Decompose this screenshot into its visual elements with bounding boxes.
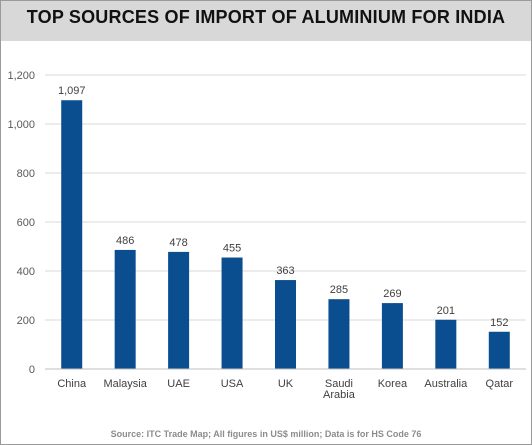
category-label: USA xyxy=(221,378,244,390)
data-label: 478 xyxy=(169,237,187,249)
bar xyxy=(168,251,190,369)
category-label: China xyxy=(57,378,87,390)
y-tick-label: 1,200 xyxy=(7,70,35,82)
bar xyxy=(275,280,296,369)
data-label: 455 xyxy=(223,243,241,255)
category-label: Australia xyxy=(424,378,468,390)
y-tick-label: 600 xyxy=(17,217,35,229)
category-label: UAE xyxy=(167,378,190,390)
y-tick-label: 0 xyxy=(29,364,35,376)
data-label: 269 xyxy=(383,288,401,300)
y-tick-label: 200 xyxy=(17,315,35,327)
bar xyxy=(61,100,83,370)
category-label: Malaysia xyxy=(103,378,147,390)
bar xyxy=(488,331,510,369)
category-labels: China Malaysia UAE USA UK Saudi Arabia Korea Aus… xyxy=(57,378,513,401)
y-axis-ticks: 0 200 400 600 800 1,000 1,200 xyxy=(7,70,35,376)
bar xyxy=(114,249,136,369)
data-label: 201 xyxy=(437,305,455,317)
bar xyxy=(328,299,350,369)
title-band: TOP SOURCES OF IMPORT OF ALUMINIUM FOR I… xyxy=(1,1,531,41)
category-label: UK xyxy=(278,378,294,390)
bar-chart: 0 200 400 600 800 1,000 1,200 1,097 486 478 455 36… xyxy=(7,70,526,401)
data-label: 285 xyxy=(330,284,348,296)
category-label: Korea xyxy=(378,378,408,390)
category-label: Saudi Arabia xyxy=(323,378,356,401)
data-labels: 1,097 486 478 455 363 285 269 201 152 xyxy=(58,85,509,329)
data-label: 363 xyxy=(276,265,294,277)
chart-title: TOP SOURCES OF IMPORT OF ALUMINIUM FOR I… xyxy=(26,7,506,27)
bars xyxy=(61,100,510,370)
bar xyxy=(435,319,457,369)
data-label: 1,097 xyxy=(58,85,86,97)
data-label: 486 xyxy=(116,235,134,247)
bar xyxy=(221,257,243,369)
y-tick-label: 400 xyxy=(17,266,35,278)
source-note: Source: ITC Trade Map; All figures in US… xyxy=(110,429,422,439)
y-tick-label: 1,000 xyxy=(7,119,35,131)
data-label: 152 xyxy=(490,317,508,329)
category-label: Qatar xyxy=(486,378,514,390)
y-tick-label: 800 xyxy=(17,168,35,180)
bar xyxy=(381,303,403,369)
